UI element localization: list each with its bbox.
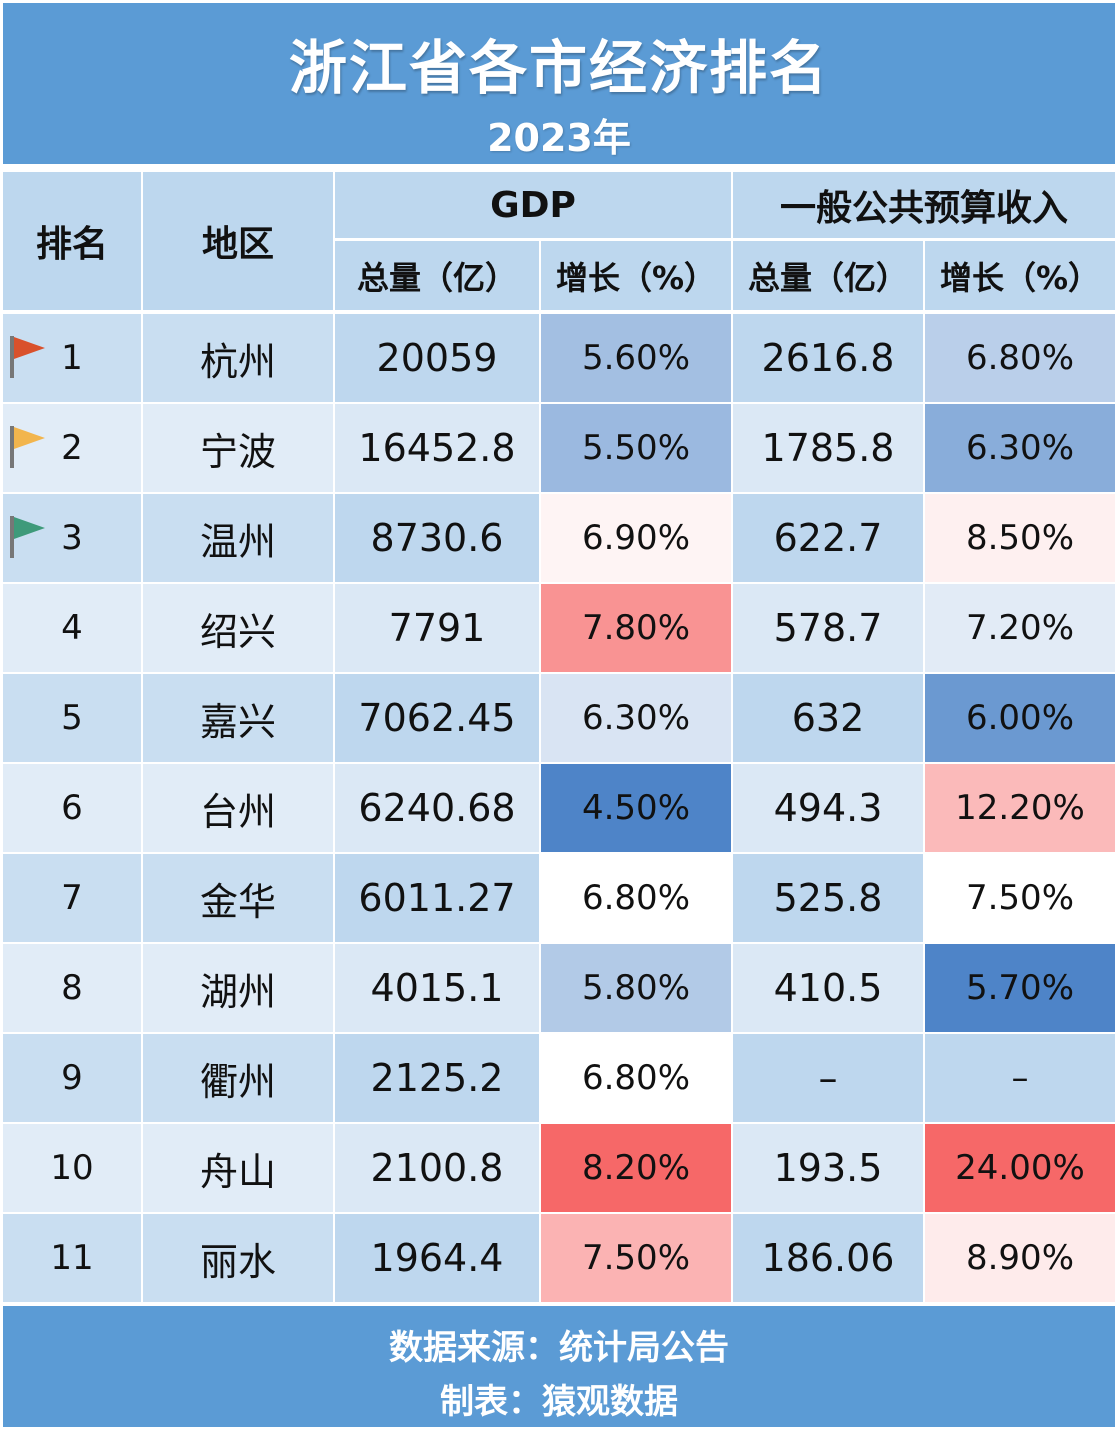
city-cell: 舟山 xyxy=(143,1124,333,1212)
rank-cell: 10 xyxy=(3,1124,141,1212)
gdp-total-cell: 6011.27 xyxy=(335,854,539,942)
gdp-total-cell: 7062.45 xyxy=(335,674,539,762)
city-cell: 嘉兴 xyxy=(143,674,333,762)
header-budget: 一般公共预算收入 xyxy=(733,172,1115,238)
budget-total-cell: 1785.8 xyxy=(733,404,923,492)
budget-growth-cell: 24.00% xyxy=(925,1124,1115,1212)
header-gdp-total: 总量（亿） xyxy=(335,241,539,310)
gdp-growth-cell: 4.50% xyxy=(541,764,731,852)
header-rank: 排名 xyxy=(3,172,141,310)
budget-growth-cell: – xyxy=(925,1034,1115,1122)
city-cell: 衢州 xyxy=(143,1034,333,1122)
gdp-total-cell: 20059 xyxy=(335,314,539,402)
flag-icon xyxy=(10,336,45,378)
header-budget-growth: 增长（%） xyxy=(925,241,1115,310)
gdp-total-cell: 8730.6 xyxy=(335,494,539,582)
budget-growth-cell: 6.00% xyxy=(925,674,1115,762)
rank-cell: 2 xyxy=(3,404,141,492)
budget-growth-cell: 7.50% xyxy=(925,854,1115,942)
budget-growth-cell: 12.20% xyxy=(925,764,1115,852)
city-cell: 绍兴 xyxy=(143,584,333,672)
city-cell: 湖州 xyxy=(143,944,333,1032)
gdp-total-cell: 16452.8 xyxy=(335,404,539,492)
gdp-growth-cell: 6.90% xyxy=(541,494,731,582)
footer-banner: 数据来源：统计局公告 制表：猿观数据 xyxy=(3,1306,1115,1427)
budget-total-cell: 494.3 xyxy=(733,764,923,852)
rank-cell: 9 xyxy=(3,1034,141,1122)
gdp-total-cell: 1964.4 xyxy=(335,1214,539,1302)
budget-total-cell: 632 xyxy=(733,674,923,762)
city-cell: 杭州 xyxy=(143,314,333,402)
city-cell: 温州 xyxy=(143,494,333,582)
flag-icon xyxy=(10,426,45,468)
budget-growth-cell: 5.70% xyxy=(925,944,1115,1032)
budget-growth-cell: 6.30% xyxy=(925,404,1115,492)
budget-growth-cell: 8.50% xyxy=(925,494,1115,582)
rank-cell: 3 xyxy=(3,494,141,582)
gdp-growth-cell: 5.60% xyxy=(541,314,731,402)
city-cell: 丽水 xyxy=(143,1214,333,1302)
header-budget-total: 总量（亿） xyxy=(733,241,923,310)
budget-total-cell: 2616.8 xyxy=(733,314,923,402)
flag-icon xyxy=(10,516,45,558)
rank-cell: 1 xyxy=(3,314,141,402)
city-cell: 金华 xyxy=(143,854,333,942)
title-banner: 浙江省各市经济排名 2023年 xyxy=(3,3,1115,164)
rank-cell: 6 xyxy=(3,764,141,852)
budget-total-cell: 410.5 xyxy=(733,944,923,1032)
data-source: 数据来源：统计局公告 xyxy=(389,1328,729,1368)
ranking-table: 排名 地区 GDP 一般公共预算收入 总量（亿） 增长（%） 总量（亿） 增长（%） 1 杭州 20… xyxy=(3,172,1115,1302)
header-gdp: GDP xyxy=(335,172,731,238)
city-cell: 台州 xyxy=(143,764,333,852)
city-cell: 宁波 xyxy=(143,404,333,492)
budget-total-cell: – xyxy=(733,1034,923,1122)
budget-total-cell: 525.8 xyxy=(733,854,923,942)
gdp-growth-cell: 6.30% xyxy=(541,674,731,762)
budget-total-cell: 193.5 xyxy=(733,1124,923,1212)
gdp-growth-cell: 6.80% xyxy=(541,1034,731,1122)
rank-cell: 5 xyxy=(3,674,141,762)
page-subtitle: 2023年 xyxy=(487,116,631,160)
budget-total-cell: 186.06 xyxy=(733,1214,923,1302)
table-maker: 制表：猿观数据 xyxy=(440,1382,678,1422)
gdp-growth-cell: 5.80% xyxy=(541,944,731,1032)
budget-growth-cell: 6.80% xyxy=(925,314,1115,402)
page-title: 浙江省各市经济排名 xyxy=(288,34,829,102)
rank-cell: 4 xyxy=(3,584,141,672)
gdp-total-cell: 7791 xyxy=(335,584,539,672)
budget-total-cell: 622.7 xyxy=(733,494,923,582)
gdp-growth-cell: 6.80% xyxy=(541,854,731,942)
rank-cell: 7 xyxy=(3,854,141,942)
gdp-growth-cell: 8.20% xyxy=(541,1124,731,1212)
gdp-growth-cell: 5.50% xyxy=(541,404,731,492)
budget-growth-cell: 8.90% xyxy=(925,1214,1115,1302)
gdp-total-cell: 2100.8 xyxy=(335,1124,539,1212)
gdp-growth-cell: 7.80% xyxy=(541,584,731,672)
budget-growth-cell: 7.20% xyxy=(925,584,1115,672)
rank-cell: 8 xyxy=(3,944,141,1032)
header-gdp-growth: 增长（%） xyxy=(541,241,731,310)
gdp-total-cell: 4015.1 xyxy=(335,944,539,1032)
gdp-total-cell: 6240.68 xyxy=(335,764,539,852)
header-region: 地区 xyxy=(143,172,333,310)
gdp-growth-cell: 7.50% xyxy=(541,1214,731,1302)
budget-total-cell: 578.7 xyxy=(733,584,923,672)
gdp-total-cell: 2125.2 xyxy=(335,1034,539,1122)
rank-cell: 11 xyxy=(3,1214,141,1302)
